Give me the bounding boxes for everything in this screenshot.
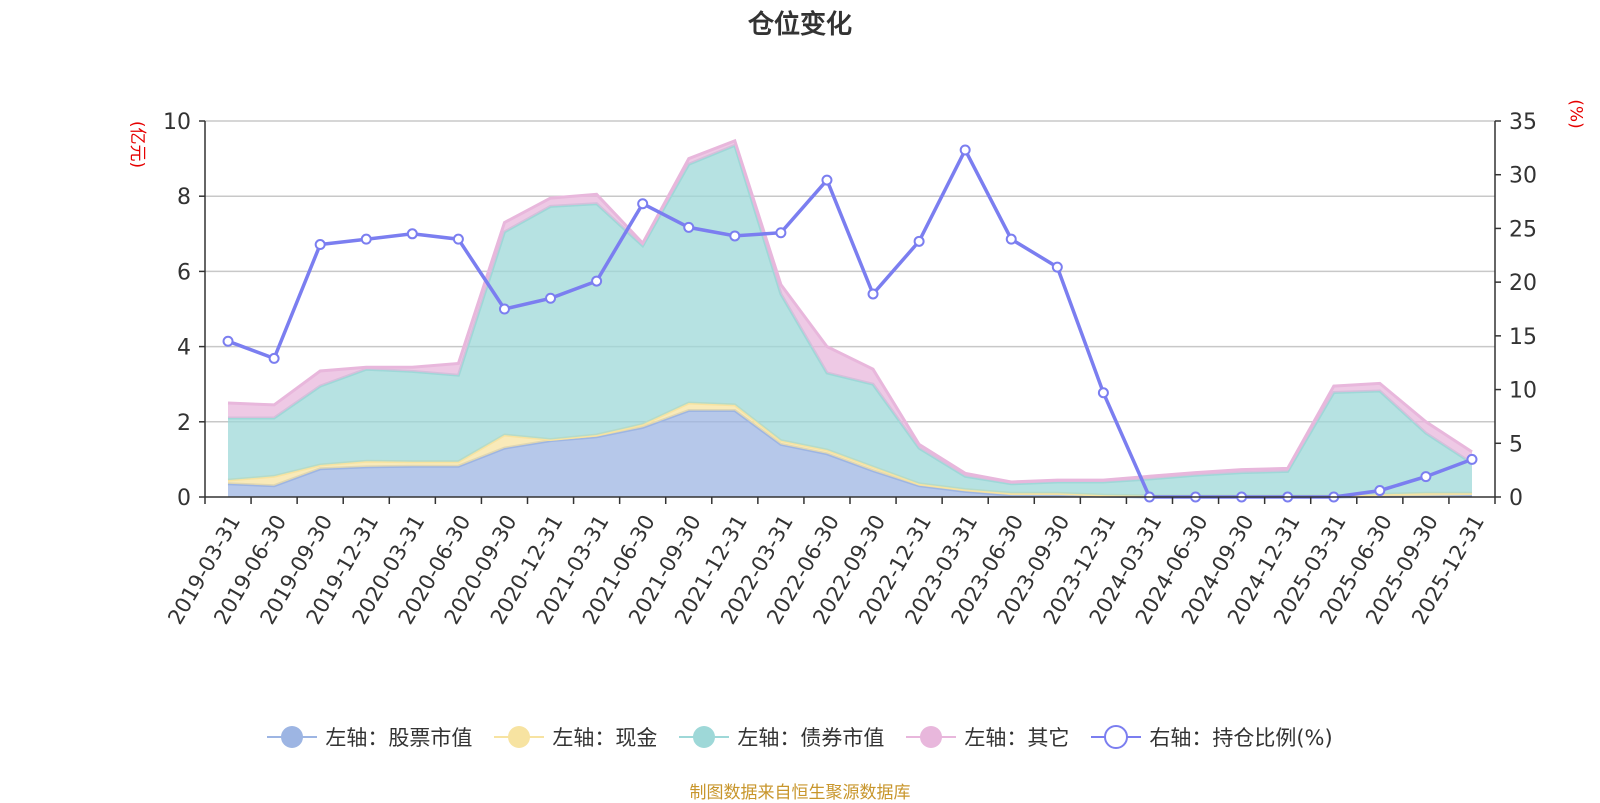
left-tick-label: 6 bbox=[177, 260, 191, 285]
legend-symbol-icon bbox=[679, 726, 730, 748]
ratio-point bbox=[959, 144, 971, 156]
left-tick-label: 10 bbox=[163, 110, 191, 135]
ratio-point bbox=[1005, 233, 1017, 245]
ratio-point bbox=[406, 228, 418, 240]
legend-label: 左轴：其它 bbox=[964, 726, 1070, 750]
ratio-point bbox=[867, 288, 879, 300]
legend-symbol-icon bbox=[906, 726, 957, 748]
ratio-point bbox=[683, 221, 695, 233]
legend-label: 右轴：持仓比例(%) bbox=[1149, 726, 1333, 750]
legend-symbol-icon bbox=[1091, 725, 1142, 749]
ratio-point bbox=[545, 292, 557, 304]
ratio-point bbox=[360, 233, 372, 245]
right-tick-label: 25 bbox=[1509, 217, 1537, 242]
legend: 左轴：股票市值 左轴：现金 左轴：债券市值 左轴：其它 右轴：持仓比例(%) bbox=[0, 722, 1600, 752]
ratio-point bbox=[1374, 485, 1386, 497]
area-stock bbox=[228, 410, 1472, 497]
ratio-point bbox=[591, 275, 603, 287]
legend-item-stock[interactable]: 左轴：股票市值 bbox=[267, 722, 472, 752]
legend-symbol-icon bbox=[494, 726, 545, 748]
right-tick-label: 35 bbox=[1509, 110, 1537, 135]
area-edge-other bbox=[227, 138, 1473, 484]
ratio-point bbox=[1051, 261, 1063, 273]
chart-title: 仓位变化 bbox=[747, 10, 852, 40]
legend-item-ratio[interactable]: 右轴：持仓比例(%) bbox=[1091, 722, 1333, 752]
right-tick-label: 10 bbox=[1509, 379, 1537, 404]
ratio-point bbox=[821, 174, 833, 186]
right-tick-label: 0 bbox=[1509, 486, 1523, 511]
legend-item-bond[interactable]: 左轴：债券市值 bbox=[679, 722, 884, 752]
legend-label: 左轴：现金 bbox=[552, 726, 658, 750]
ratio-point bbox=[222, 335, 234, 347]
ratio-point bbox=[1420, 471, 1432, 483]
ratio-point bbox=[314, 239, 326, 251]
area-other bbox=[228, 140, 1472, 484]
ratio-point bbox=[1466, 453, 1478, 465]
ratio-point bbox=[452, 233, 464, 245]
left-tick-label: 4 bbox=[177, 336, 191, 361]
left-tick-label: 0 bbox=[177, 486, 191, 511]
legend-label: 左轴：股票市值 bbox=[325, 726, 473, 750]
ratio-point bbox=[1097, 387, 1109, 399]
area-series bbox=[227, 138, 1473, 499]
area-bond bbox=[228, 145, 1472, 496]
right-tick-label: 20 bbox=[1509, 271, 1537, 296]
left-tick-label: 8 bbox=[177, 185, 191, 210]
ratio-point bbox=[637, 198, 649, 210]
right-tick-label: 30 bbox=[1509, 164, 1537, 189]
ratio-point bbox=[729, 230, 741, 242]
legend-item-cash[interactable]: 左轴：现金 bbox=[494, 722, 657, 752]
ratio-point bbox=[913, 235, 925, 247]
ratio-point bbox=[268, 352, 280, 364]
legend-item-other[interactable]: 左轴：其它 bbox=[906, 722, 1069, 752]
right-tick-label: 15 bbox=[1509, 325, 1537, 350]
left-tick-label: 2 bbox=[177, 411, 191, 436]
ratio-point bbox=[498, 303, 510, 315]
ratio-point bbox=[775, 227, 787, 239]
right-tick-label: 5 bbox=[1509, 432, 1523, 457]
legend-label: 左轴：债券市值 bbox=[737, 726, 885, 750]
legend-symbol-icon bbox=[267, 726, 318, 748]
position-chart: 0246810051015202530352019-03-312019-06-3… bbox=[163, 110, 1537, 629]
data-source-note: 制图数据来自恒生聚源数据库 bbox=[689, 783, 911, 803]
